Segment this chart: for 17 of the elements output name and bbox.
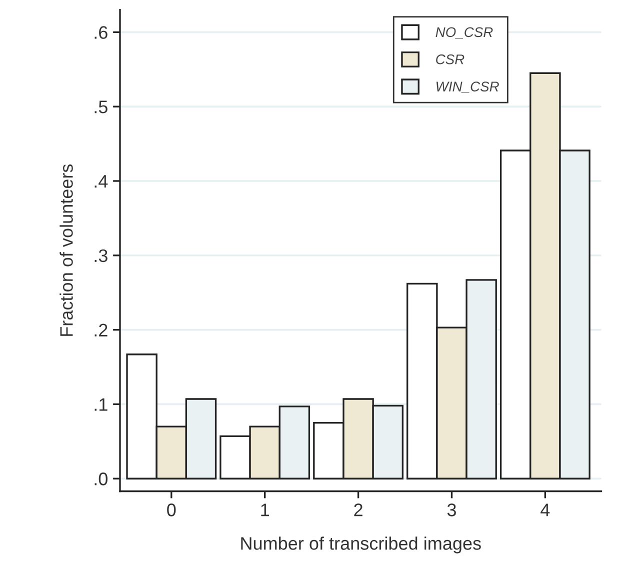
legend-label: NO_CSR bbox=[436, 27, 493, 39]
y-tick-label: .2 bbox=[94, 324, 108, 336]
y-tick-label: .5 bbox=[94, 100, 108, 114]
y-axis-title: Fraction of volunteers bbox=[60, 164, 73, 336]
y-tick-label: .4 bbox=[94, 175, 108, 188]
x-tick-label: 3 bbox=[447, 504, 456, 516]
y-tick-label: .6 bbox=[94, 26, 108, 39]
x-tick-label: 4 bbox=[540, 504, 550, 516]
y-tick-label: .0 bbox=[94, 472, 108, 486]
x-tick-label: 1 bbox=[261, 504, 269, 516]
x-tick-label: 0 bbox=[167, 504, 176, 516]
x-tick-label: 2 bbox=[354, 504, 362, 516]
legend-label: WIN_CSR bbox=[436, 82, 499, 94]
legend-label: CSR bbox=[436, 54, 464, 64]
y-tick-label: .1 bbox=[94, 398, 108, 411]
y-tick-label: .3 bbox=[94, 249, 108, 262]
x-axis-title: Number of transcribed images bbox=[241, 536, 481, 554]
